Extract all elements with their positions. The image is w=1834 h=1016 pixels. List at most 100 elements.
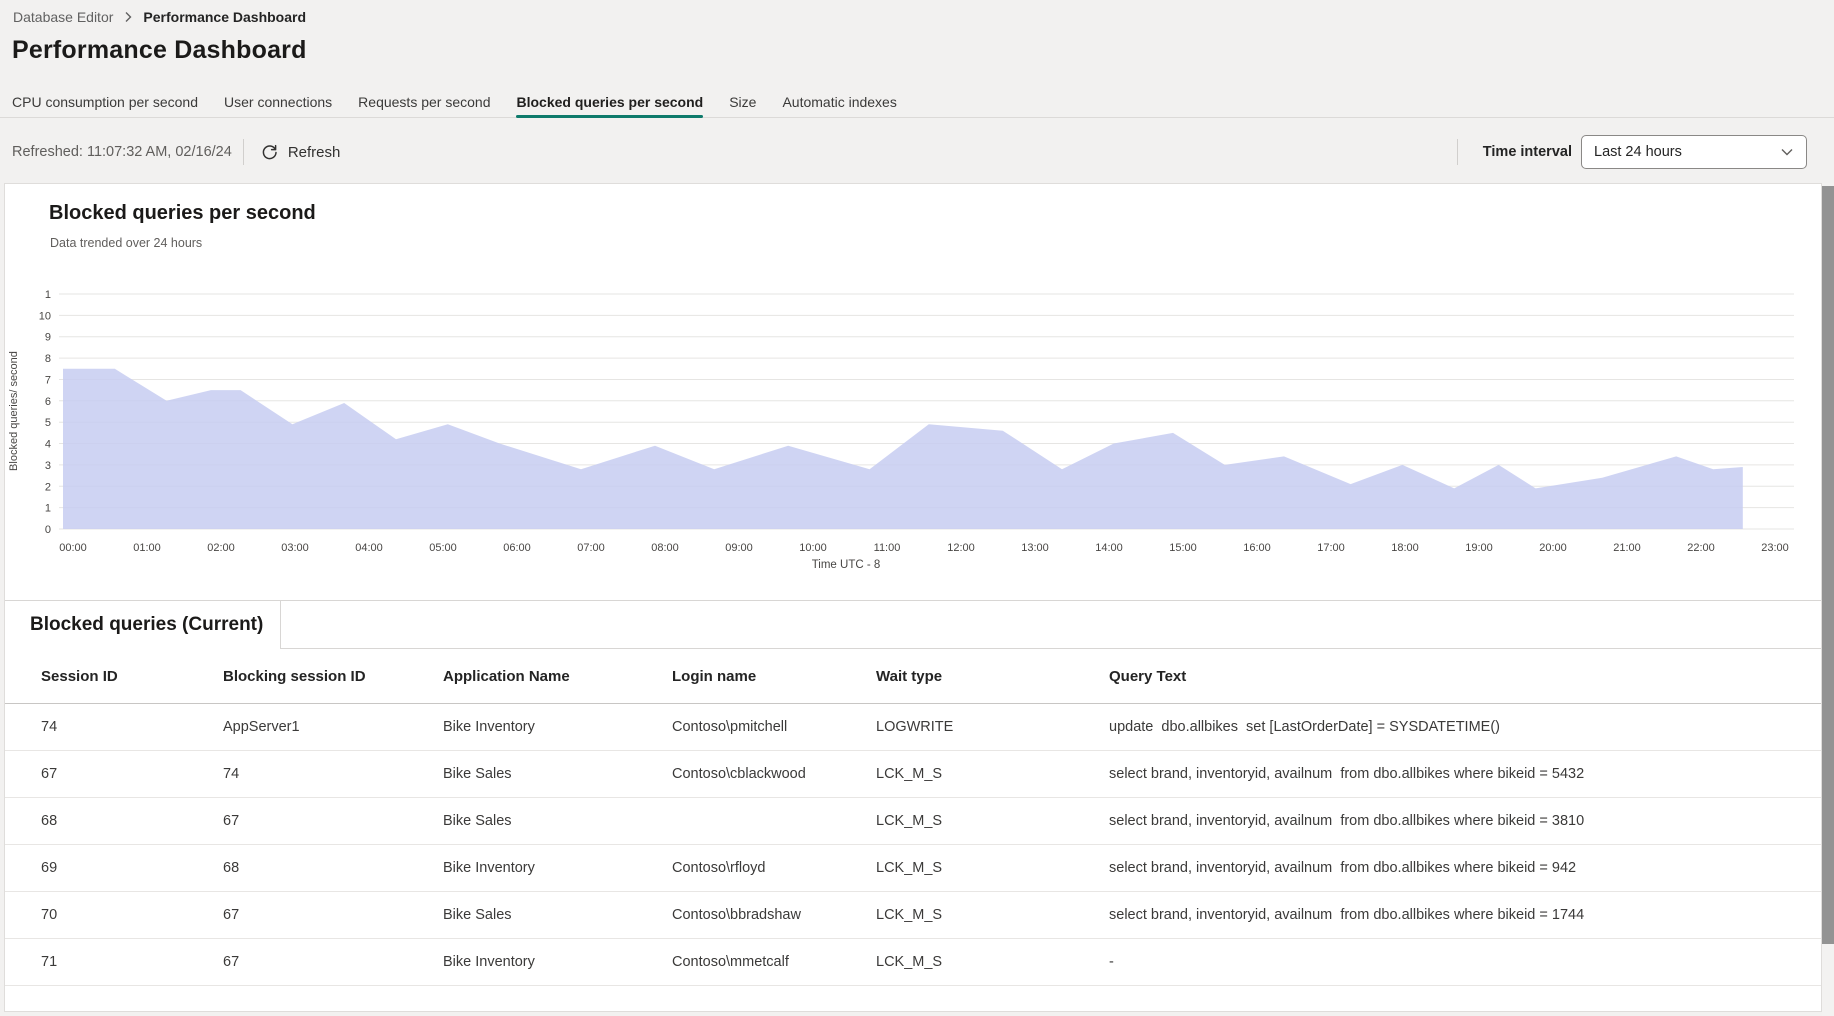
cell-login-name: Contoso\bbradshaw [672,907,801,923]
svg-text:4: 4 [45,439,51,451]
column-header-application-name: Application Name [443,667,570,685]
cell-application-name: Bike Inventory [443,860,535,876]
cell-query-text: update dbo.allbikes set [LastOrderDate] … [1109,719,1500,735]
cell-query-text: select brand, inventoryid, availnum from… [1109,860,1577,876]
cell-wait-type: LCK_M_S [876,813,943,829]
cell-blocking-session-id: 67 [223,813,240,829]
tab-blocked-queries-current[interactable]: Blocked queries (Current) [5,601,281,649]
svg-text:9: 9 [45,332,51,344]
content-card: Blocked queries per second Data trended … [4,183,1822,1012]
svg-text:13:00: 13:00 [1021,542,1049,554]
svg-text:8: 8 [45,353,51,365]
svg-text:12:00: 12:00 [947,542,975,554]
tab-blocked-queries-per-second[interactable]: Blocked queries per second [516,86,704,118]
cell-session-id: 68 [41,813,58,829]
cell-blocking-session-id: 67 [223,907,240,923]
svg-text:14:00: 14:00 [1095,542,1123,554]
svg-text:1: 1 [45,289,51,301]
refresh-icon [261,144,278,161]
x-axis-title: Time UTC - 8 [811,559,881,571]
table-header-row: Session ID Blocking session ID Application… [5,649,1821,704]
cell-application-name: Bike Inventory [443,719,535,735]
svg-text:08:00: 08:00 [651,542,679,554]
tab-cpu-consumption-per-second[interactable]: CPU consumption per second [12,93,198,110]
svg-text:22:00: 22:00 [1687,542,1715,554]
table-tab-row: Blocked queries (Current) [5,601,1821,649]
svg-text:11:00: 11:00 [874,542,901,554]
toolbar-divider [242,139,244,165]
table-row: 67 74 Bike Sales Contoso\cblackwood LCK_M_S s… [5,751,1821,798]
cell-login-name: Contoso\pmitchell [672,719,788,735]
svg-text:19:00: 19:00 [1465,542,1493,554]
tab-size[interactable]: Size [729,93,757,110]
table-row: 71 67 Bike Inventory Contoso\mmetcalf LCK_M_… [5,939,1821,986]
cell-query-text: select brand, inventoryid, availnum from… [1109,766,1585,782]
svg-text:20:00: 20:00 [1539,542,1567,554]
svg-text:07:00: 07:00 [577,542,605,554]
cell-wait-type: LCK_M_S [876,860,943,876]
svg-text:04:00: 04:00 [355,542,383,554]
svg-text:02:00: 02:00 [207,542,235,554]
chart-subtitle: Data trended over 24 hours [50,236,203,250]
tab-requests-per-second[interactable]: Requests per second [358,93,491,110]
table-body: 74 AppServer1 Bike Inventory Contoso\pmitch… [5,704,1821,986]
svg-text:03:00: 03:00 [281,542,309,554]
table-tab-row-filler [281,601,1821,649]
svg-text:1: 1 [45,503,51,515]
svg-text:3: 3 [45,460,51,472]
cell-session-id: 71 [41,954,58,970]
cell-application-name: Bike Sales [443,766,512,782]
refresh-label: Refresh [287,143,341,161]
svg-text:01:00: 01:00 [133,542,161,554]
toolbar: Refreshed: 11:07:32 AM, 02/16/24 Refresh… [0,124,1834,180]
chart-section: Blocked queries per second Data trended … [5,184,1821,601]
cell-login-name: Contoso\rfloyd [672,860,766,876]
cell-session-id: 74 [41,719,58,735]
time-interval-label: Time interval [1482,144,1572,160]
svg-text:6: 6 [45,396,51,408]
time-interval-dropdown[interactable]: Last 24 hours [1581,135,1807,169]
chart-title: Blocked queries per second [49,202,316,224]
column-header-blocking-session-id: Blocking session ID [223,667,366,685]
cell-wait-type: LOGWRITE [876,719,954,735]
svg-text:7: 7 [45,375,51,387]
breadcrumb-performance-dashboard: Performance Dashboard [143,9,307,25]
svg-text:00:00: 00:00 [59,542,87,554]
cell-blocking-session-id: 74 [223,766,240,782]
tab-automatic-indexes[interactable]: Automatic indexes [782,93,897,110]
cell-query-text: select brand, inventoryid, availnum from… [1109,907,1585,923]
toolbar-right-divider [1456,139,1458,165]
time-interval-group: Time interval Last 24 hours [1446,135,1807,169]
cell-login-name: Contoso\mmetcalf [672,954,789,970]
vertical-scrollbar-thumb[interactable] [1822,186,1834,944]
cell-query-text: - [1109,954,1114,970]
page-title: Performance Dashboard [12,36,307,64]
svg-text:2: 2 [45,481,51,493]
svg-text:10: 10 [39,310,51,322]
svg-text:15:00: 15:00 [1169,542,1197,554]
chevron-right-icon [123,11,133,23]
table-row: 70 67 Bike Sales Contoso\bbradshaw LCK_M_S se… [5,892,1821,939]
tab-strip: CPU consumption per second User connectio… [0,86,1834,118]
svg-text:23:00: 23:00 [1761,542,1789,554]
tab-user-connections[interactable]: User connections [224,93,333,110]
column-header-login-name: Login name [672,667,757,685]
breadcrumb-database-editor[interactable]: Database Editor [13,9,114,25]
refreshed-timestamp: Refreshed: 11:07:32 AM, 02/16/24 [12,144,232,160]
table-row: 69 68 Bike Inventory Contoso\rfloyd LCK_M_S s… [5,845,1821,892]
cell-session-id: 70 [41,907,58,923]
cell-application-name: Bike Inventory [443,954,535,970]
svg-text:5: 5 [45,417,51,429]
vertical-scrollbar [1822,183,1834,1016]
cell-blocking-session-id: AppServer1 [223,719,300,735]
cell-wait-type: LCK_M_S [876,907,943,923]
cell-application-name: Bike Sales [443,907,512,923]
cell-session-id: 67 [41,766,58,782]
refresh-button[interactable]: Refresh [255,140,347,165]
svg-text:10:00: 10:00 [799,542,827,554]
cell-wait-type: LCK_M_S [876,766,943,782]
column-header-query-text: Query Text [1109,667,1187,685]
column-header-session-id: Session ID [41,667,118,685]
cell-query-text: select brand, inventoryid, availnum from… [1109,813,1585,829]
